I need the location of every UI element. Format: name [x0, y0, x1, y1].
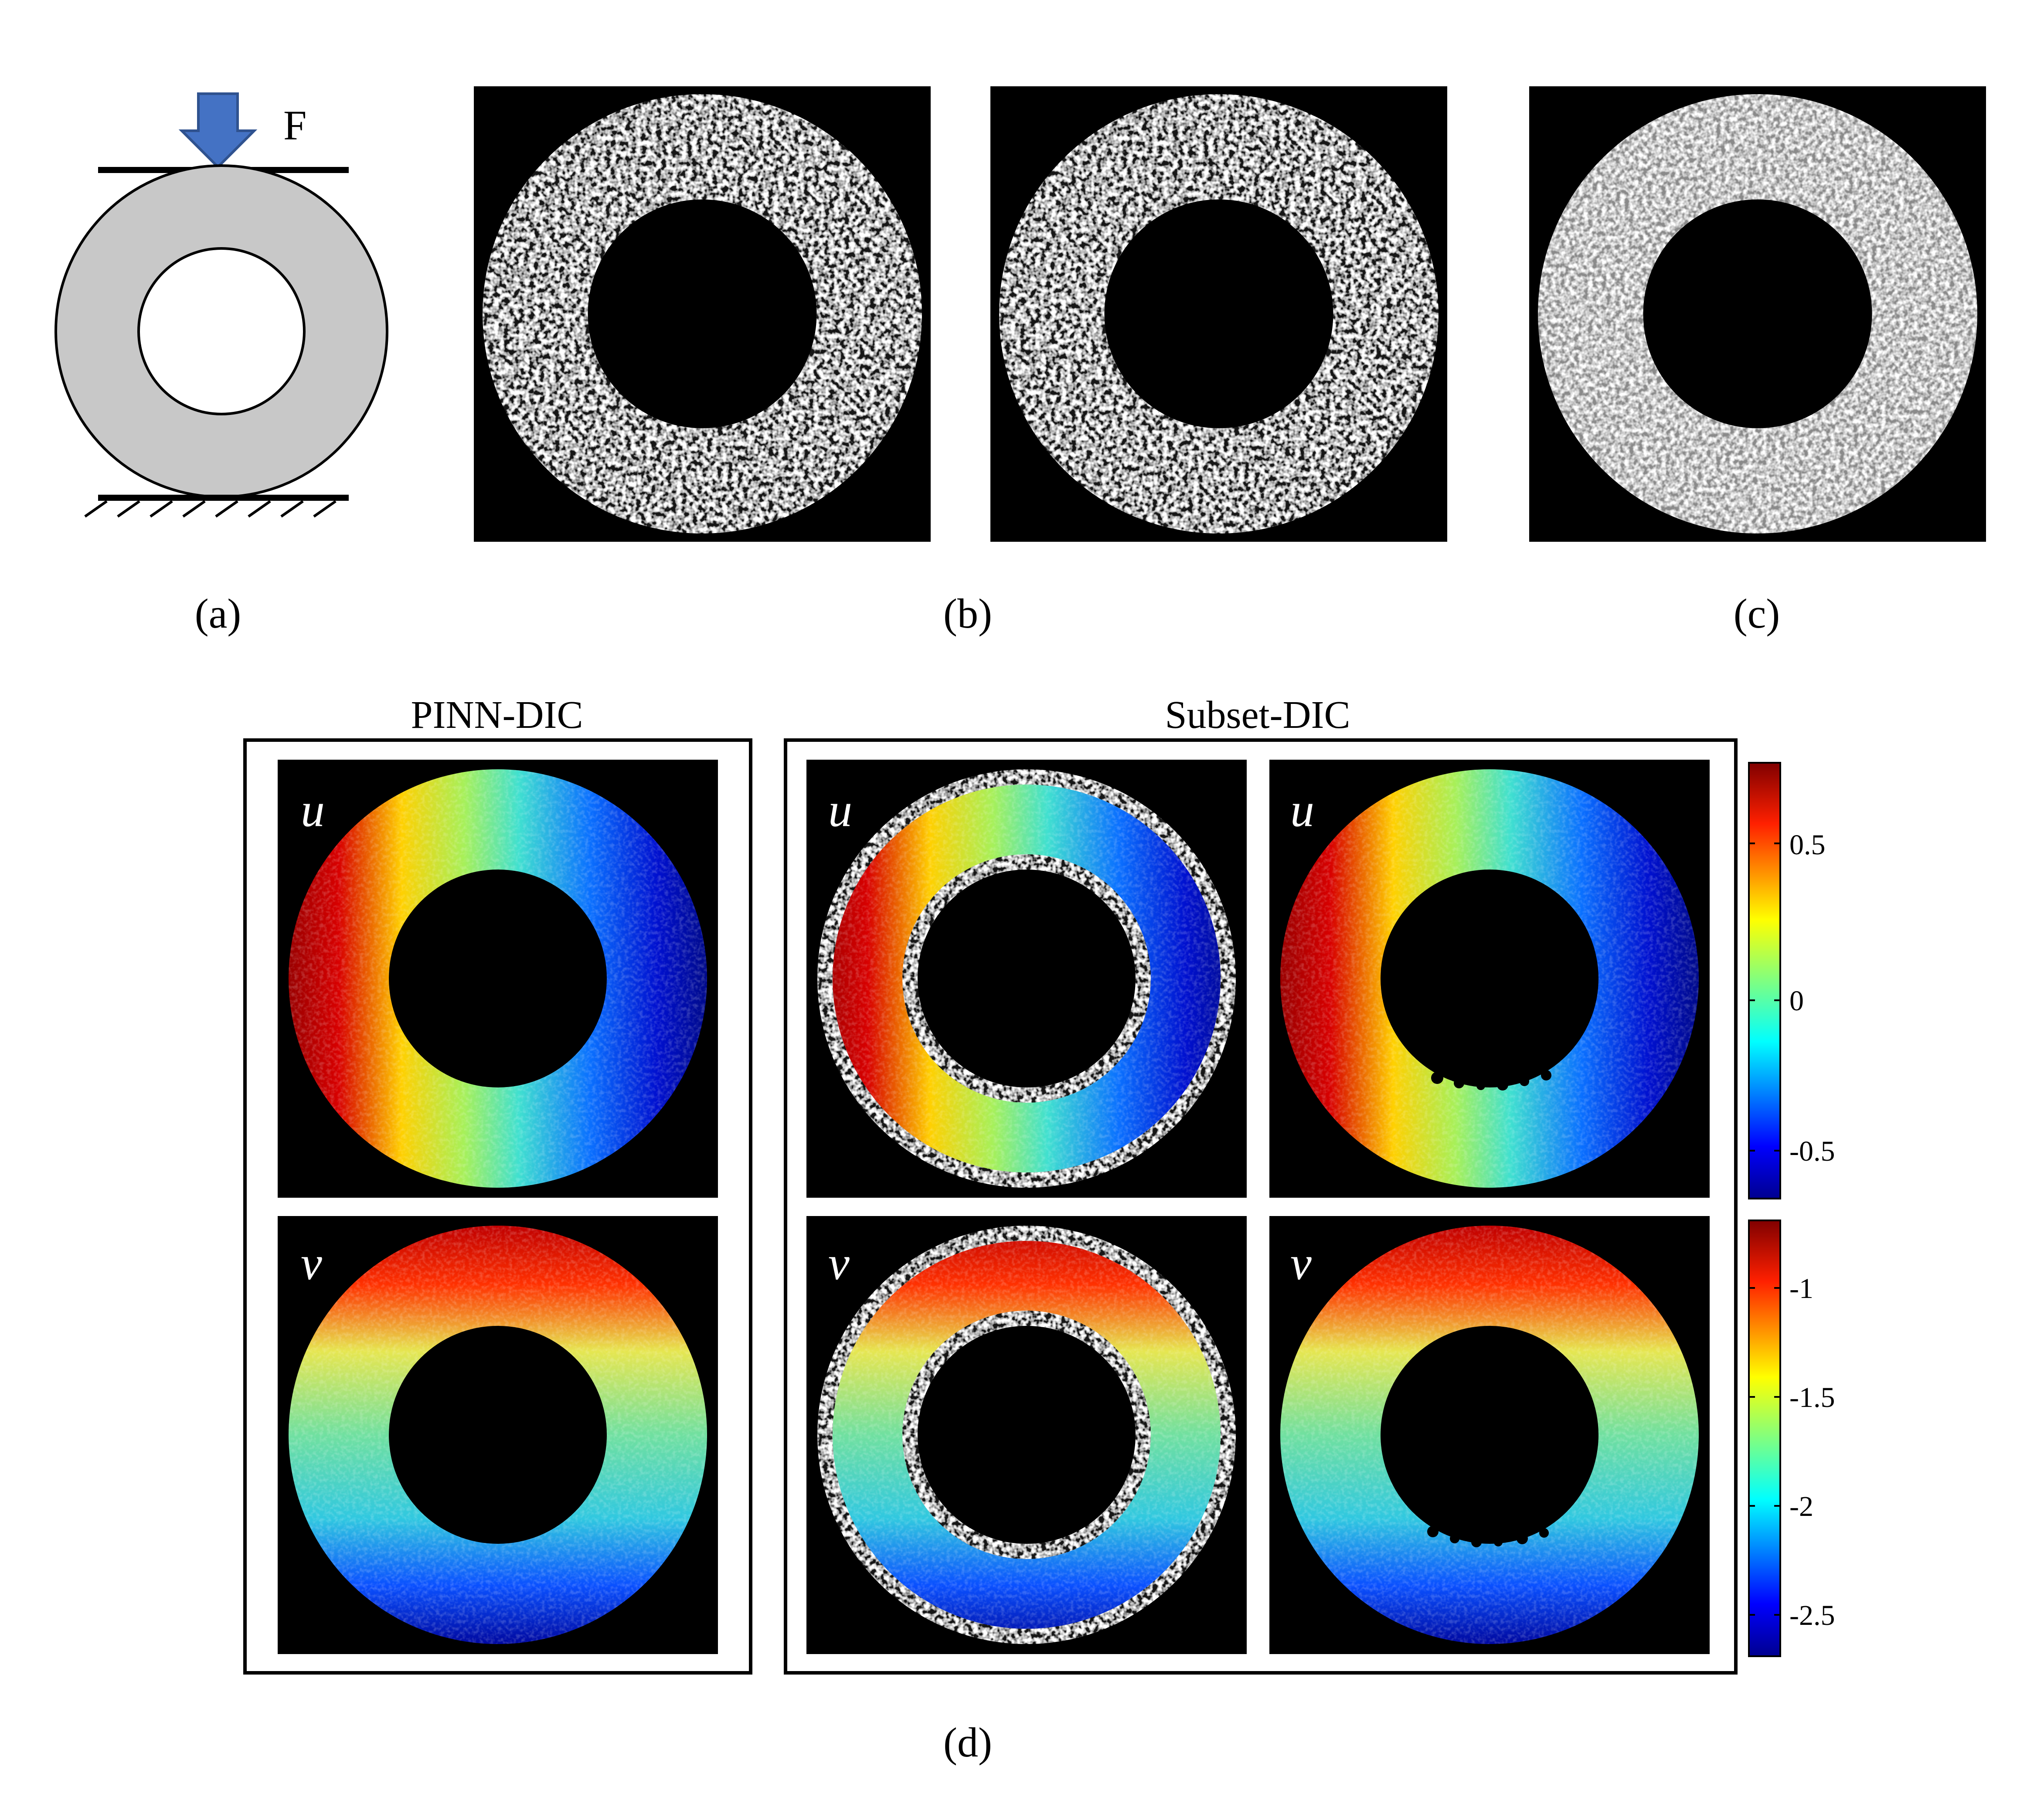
panel-c: (c) — [1529, 86, 1986, 637]
ground-hatching — [84, 500, 337, 518]
colorbar-u-tick: 0.5 — [1789, 829, 1826, 861]
caption-b: (b) — [943, 590, 992, 637]
field-map-subset-u-right: u — [1269, 760, 1710, 1198]
group-title-subset-dic: Subset-DIC — [1165, 693, 1350, 737]
roi-mask-image — [1529, 86, 1986, 542]
boundary-artifacts — [1431, 1070, 1551, 1091]
caption-a: (a) — [195, 590, 241, 637]
colorbar-v-tick: -2.5 — [1789, 1600, 1835, 1631]
boundary-artifacts — [1302, 1264, 1549, 1547]
field-label-v: v — [828, 1237, 850, 1290]
group-title-pinn-dic: PINN-DIC — [411, 693, 583, 737]
force-label: F — [283, 102, 306, 149]
speckle-image-deformed — [990, 86, 1447, 542]
colorbar-v-tick: -2 — [1789, 1491, 1813, 1522]
colorbar-v: -1 -1.5 -2 -2.5 — [1748, 1220, 1835, 1657]
field-map-subset-v-left: v — [806, 1216, 1247, 1654]
field-label-v: v — [1290, 1237, 1312, 1290]
field-map-subset-v-right: v — [1269, 1216, 1710, 1654]
panel-d: PINN-DIC Subset-DIC u — [243, 693, 1835, 1766]
colorbar-u-tick: 0 — [1789, 985, 1804, 1017]
group-frame-subset-dic — [784, 738, 1738, 1675]
colorbar-u: 0.5 0 -0.5 — [1748, 762, 1835, 1199]
field-label-u: u — [301, 783, 325, 836]
colorbar-v-tick: -1.5 — [1789, 1382, 1835, 1413]
group-frame-pinn-dic — [243, 738, 752, 1675]
field-label-u: u — [828, 783, 852, 836]
panel-a: F (a) — [54, 92, 388, 637]
field-map-subset-u-left: u — [806, 760, 1247, 1198]
field-label-u: u — [1290, 783, 1314, 836]
caption-d: (d) — [943, 1719, 992, 1766]
colorbar-u-tick: -0.5 — [1789, 1135, 1835, 1167]
force-arrow-icon — [178, 92, 258, 169]
field-label-v: v — [301, 1237, 322, 1290]
ring-specimen — [54, 164, 388, 498]
field-map-pinn-v: v — [278, 1216, 718, 1654]
panel-b: (b) — [474, 86, 1447, 637]
field-map-pinn-u: u — [278, 760, 718, 1198]
caption-c: (c) — [1734, 590, 1780, 637]
colorbar-v-tick: -1 — [1789, 1273, 1813, 1305]
speckle-image-reference — [474, 86, 931, 542]
